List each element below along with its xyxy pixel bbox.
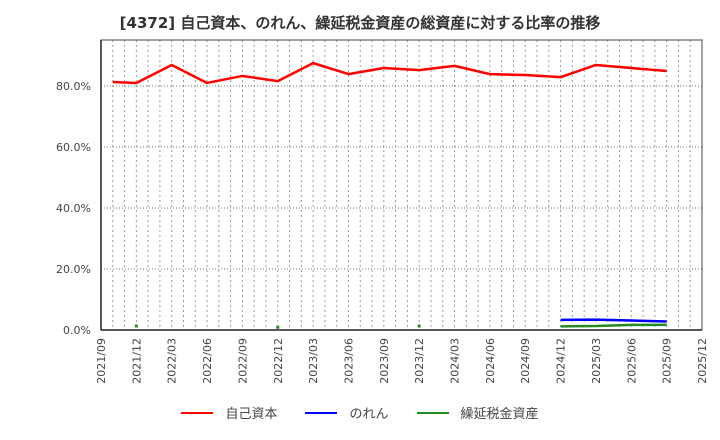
x-tick-label: 2025/12 — [696, 338, 709, 384]
legend: 自己資本 のれん 繰延税金資産 — [0, 403, 720, 422]
x-tick-label: 2025/09 — [661, 338, 674, 384]
x-tick-label: 2025/03 — [590, 338, 603, 384]
x-tick-label: 2022/06 — [201, 338, 214, 384]
x-tick-label: 2022/12 — [272, 338, 285, 384]
chart-title: [4372] 自己資本、のれん、繰延税金資産の総資産に対する比率の推移 — [119, 14, 601, 32]
x-tick-label: 2024/09 — [519, 338, 532, 384]
x-tick-label: 2024/12 — [555, 338, 568, 384]
y-axis-labels: 0.0% 20.0% 40.0% 60.0% 80.0% — [56, 80, 91, 337]
green-line-swatch-icon — [416, 411, 449, 414]
legend-label: のれん — [349, 407, 389, 422]
x-tick-label: 2022/03 — [166, 338, 179, 384]
x-tick-label: 2022/09 — [236, 338, 249, 384]
x-tick-label: 2023/09 — [378, 338, 391, 384]
x-tick-label: 2021/12 — [130, 338, 143, 384]
grid-lines — [101, 40, 702, 330]
y-tick-label: 20.0% — [56, 263, 91, 276]
legend-label: 自己資本 — [225, 407, 278, 422]
plot-frame — [100, 39, 703, 331]
red-line-swatch-icon — [181, 411, 214, 414]
x-tick-label: 2023/06 — [342, 338, 355, 384]
legend-item-equity: 自己資本 — [181, 403, 277, 422]
series-line — [560, 323, 667, 328]
blue-line-swatch-icon — [305, 411, 338, 414]
series-point — [134, 324, 138, 328]
series-point — [276, 325, 280, 329]
x-tick-label: 2025/06 — [625, 338, 638, 384]
series-line — [560, 318, 667, 323]
x-tick-label: 2024/06 — [484, 338, 497, 384]
x-tick-label: 2021/09 — [95, 338, 108, 384]
x-axis-labels: 2021/09 2021/12 2022/03 2022/06 2022/09 2022/… — [95, 338, 709, 384]
x-tick-label: 2024/03 — [449, 338, 462, 384]
series-lines — [112, 61, 667, 329]
x-tick-label: 2023/12 — [413, 338, 426, 384]
y-tick-label: 80.0% — [56, 80, 91, 93]
x-tick-label: 2023/03 — [307, 338, 320, 384]
y-tick-label: 0.0% — [63, 324, 91, 337]
legend-item-deferred-tax: 繰延税金資産 — [416, 403, 539, 422]
series-line — [112, 61, 667, 85]
series-point — [417, 324, 421, 328]
legend-item-goodwill: のれん — [305, 403, 389, 422]
y-tick-label: 60.0% — [56, 141, 91, 154]
legend-label: 繰延税金資産 — [460, 407, 539, 422]
y-tick-label: 40.0% — [56, 202, 91, 215]
